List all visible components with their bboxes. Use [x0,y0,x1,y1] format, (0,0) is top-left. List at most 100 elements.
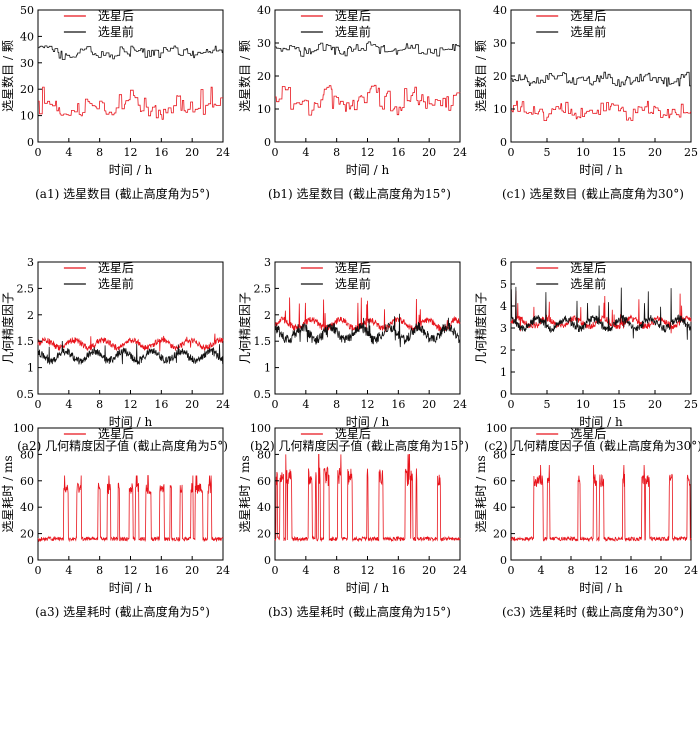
series-line-before [274,313,461,348]
x-tick-label: 16 [154,146,168,159]
y-tick-label: 100 [486,422,507,435]
x-tick-label: 0 [272,398,279,411]
legend-label-after: 选星后 [98,261,134,275]
y-axis-title: 选星数目 / 颗 [0,40,15,112]
y-tick-label: 60 [493,475,507,488]
panel-caption: (a3) 选星耗时 (截止高度角为5°) [35,604,210,619]
x-tick-label: 0 [35,564,42,577]
y-tick-label: 2 [500,344,507,357]
series-line-before [275,41,460,57]
x-tick-label: 5 [544,146,551,159]
x-tick-label: 5 [544,398,551,411]
x-tick-label: 24 [684,564,698,577]
y-tick-label: 1.5 [254,335,272,348]
chart-panel-b3: 0 20 40 60 80 100 0 4 8 12 16 20 24 时间 / h 选星耗时 / ms 选星… [238,422,467,619]
x-tick-label: 25 [684,146,698,159]
y-tick-label: 1.5 [17,335,35,348]
panel-caption: (a2) 几何精度因子值 (截止高度角为5°) [17,438,228,453]
series-line-after [274,454,461,543]
series-line-before [37,340,224,365]
y-tick-label: 40 [20,501,34,514]
legend-label-after: 选星后 [570,427,606,441]
y-tick-label: 50 [20,4,34,17]
x-tick-label: 16 [154,398,168,411]
x-tick-label: 4 [65,398,72,411]
x-tick-label: 16 [391,564,405,577]
x-tick-label: 24 [453,564,467,577]
y-tick-label: 1 [264,362,271,375]
x-tick-label: 12 [361,398,375,411]
legend-label-after: 选星后 [335,427,371,441]
x-tick-label: 4 [65,146,72,159]
series-line-after [37,333,224,352]
x-tick-label: 12 [594,564,608,577]
x-tick-label: 0 [508,564,515,577]
panel-caption: (b1) 选星数目 (截止高度角为15°) [268,186,451,201]
x-axis-title: 时间 / h [579,163,623,177]
legend-label-before: 选星前 [98,24,134,39]
series-line-after [37,475,224,543]
y-tick-label: 2 [27,309,34,322]
x-tick-label: 24 [453,146,467,159]
y-tick-label: 6 [500,256,507,269]
x-tick-label: 8 [333,146,340,159]
legend-label-after: 选星后 [570,261,606,275]
panel-caption: (a1) 选星数目 (截止高度角为5°) [35,186,210,201]
x-axis-title: 时间 / h [579,415,623,429]
y-axis-title: 选星耗时 / ms [238,455,252,532]
chart-panel-c3: 0 20 40 60 80 100 0 4 8 12 16 20 24 时间 / h 选星耗时 / ms 选星… [474,422,698,619]
y-tick-label: 0 [264,554,271,567]
x-tick-label: 10 [576,398,590,411]
series-line-after [38,86,223,120]
y-tick-label: 60 [20,475,34,488]
x-tick-label: 20 [185,564,199,577]
legend-label-after: 选星后 [335,261,371,275]
y-tick-label: 20 [257,70,271,83]
y-tick-label: 2.5 [17,282,35,295]
chart-panel-b1: 0 10 20 30 40 0 4 8 12 16 20 24 时间 / h 选星数目 / 颗 选星后选星前… [237,4,467,201]
y-tick-label: 0.5 [254,388,272,401]
x-axis-title: 时间 / h [109,581,153,595]
y-tick-label: 3 [264,256,271,269]
x-tick-label: 24 [216,398,230,411]
x-tick-label: 4 [538,564,545,577]
y-tick-label: 1 [27,362,34,375]
chart-panel-a3: 0 20 40 60 80 100 0 4 8 12 16 20 24 时间 / h 选星耗时 / ms 选星… [1,422,230,619]
y-tick-label: 10 [20,110,34,123]
x-tick-label: 12 [361,564,375,577]
legend-label-after: 选星后 [98,9,134,23]
y-tick-label: 1 [500,366,507,379]
x-tick-label: 8 [96,398,103,411]
y-tick-label: 0 [264,136,271,149]
x-tick-label: 12 [124,564,138,577]
x-tick-label: 16 [391,398,405,411]
panel-caption: (b2) 几何精度因子值 (截止高度角为15°) [250,438,469,453]
x-tick-label: 25 [684,398,698,411]
x-tick-label: 4 [65,564,72,577]
series-line-before [510,286,692,340]
y-tick-label: 100 [13,422,34,435]
x-tick-label: 12 [124,146,138,159]
series-line-before [38,45,223,60]
x-tick-label: 12 [124,398,138,411]
x-tick-label: 8 [96,146,103,159]
y-tick-label: 40 [257,501,271,514]
x-tick-label: 10 [576,146,590,159]
y-tick-label: 30 [257,37,271,50]
y-tick-label: 0 [500,388,507,401]
x-axis-title: 时间 / h [109,163,153,177]
x-tick-label: 8 [96,564,103,577]
x-tick-label: 20 [648,146,662,159]
y-tick-label: 20 [493,528,507,541]
panel-caption: (c1) 选星数目 (截止高度角为30°) [502,186,684,201]
x-axis-title: 时间 / h [346,415,390,429]
y-axis-title: 几何精度因子 [237,292,252,364]
y-tick-label: 2 [264,309,271,322]
panel-caption: (c3) 选星耗时 (截止高度角为30°) [502,604,684,619]
y-axis-title: 选星数目 / 颗 [237,40,252,112]
x-tick-label: 16 [391,146,405,159]
x-tick-label: 0 [508,398,515,411]
